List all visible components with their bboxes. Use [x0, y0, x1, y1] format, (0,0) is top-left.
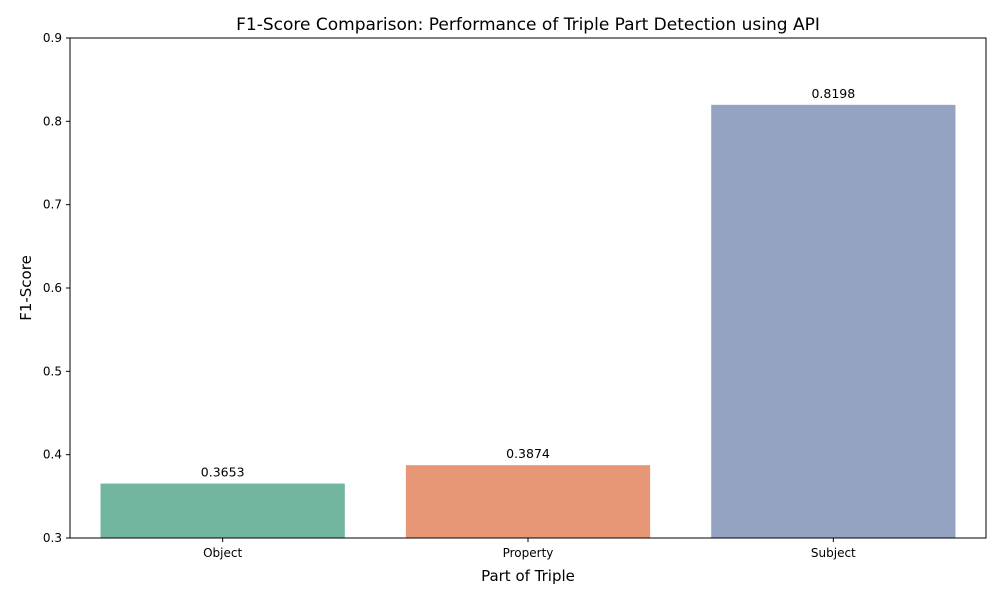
y-tick-label: 0.8 [43, 114, 62, 128]
bars-group: 0.3653 0.3874 0.8198 [100, 86, 956, 538]
chart-title: F1-Score Comparison: Performance of Trip… [236, 15, 820, 35]
bar-value-label: 0.3653 [201, 465, 245, 480]
x-tick-label: Subject [811, 546, 856, 560]
y-tick-label: 0.7 [43, 198, 62, 212]
y-tick-label: 0.5 [43, 364, 62, 378]
bar-object [100, 483, 345, 538]
plot-frame [69, 37, 987, 539]
x-tick-label: Property [503, 546, 554, 560]
y-tick-label: 0.9 [43, 31, 62, 45]
bar-subject [711, 104, 956, 538]
y-tick-label: 0.6 [43, 281, 62, 295]
x-axis-ticks: Object Property Subject [203, 538, 856, 560]
x-tick-label: Object [203, 546, 242, 560]
y-axis-ticks: 0.3 0.4 0.5 0.6 0.7 0.8 0.9 [43, 31, 70, 545]
bar-value-label: 0.3874 [506, 446, 550, 461]
y-axis-label: F1-Score [17, 255, 35, 321]
bar-value-label: 0.8198 [811, 86, 855, 101]
y-tick-label: 0.4 [43, 448, 62, 462]
bar-property [405, 465, 651, 538]
y-tick-label: 0.3 [43, 531, 62, 545]
x-axis-label: Part of Triple [481, 567, 575, 585]
